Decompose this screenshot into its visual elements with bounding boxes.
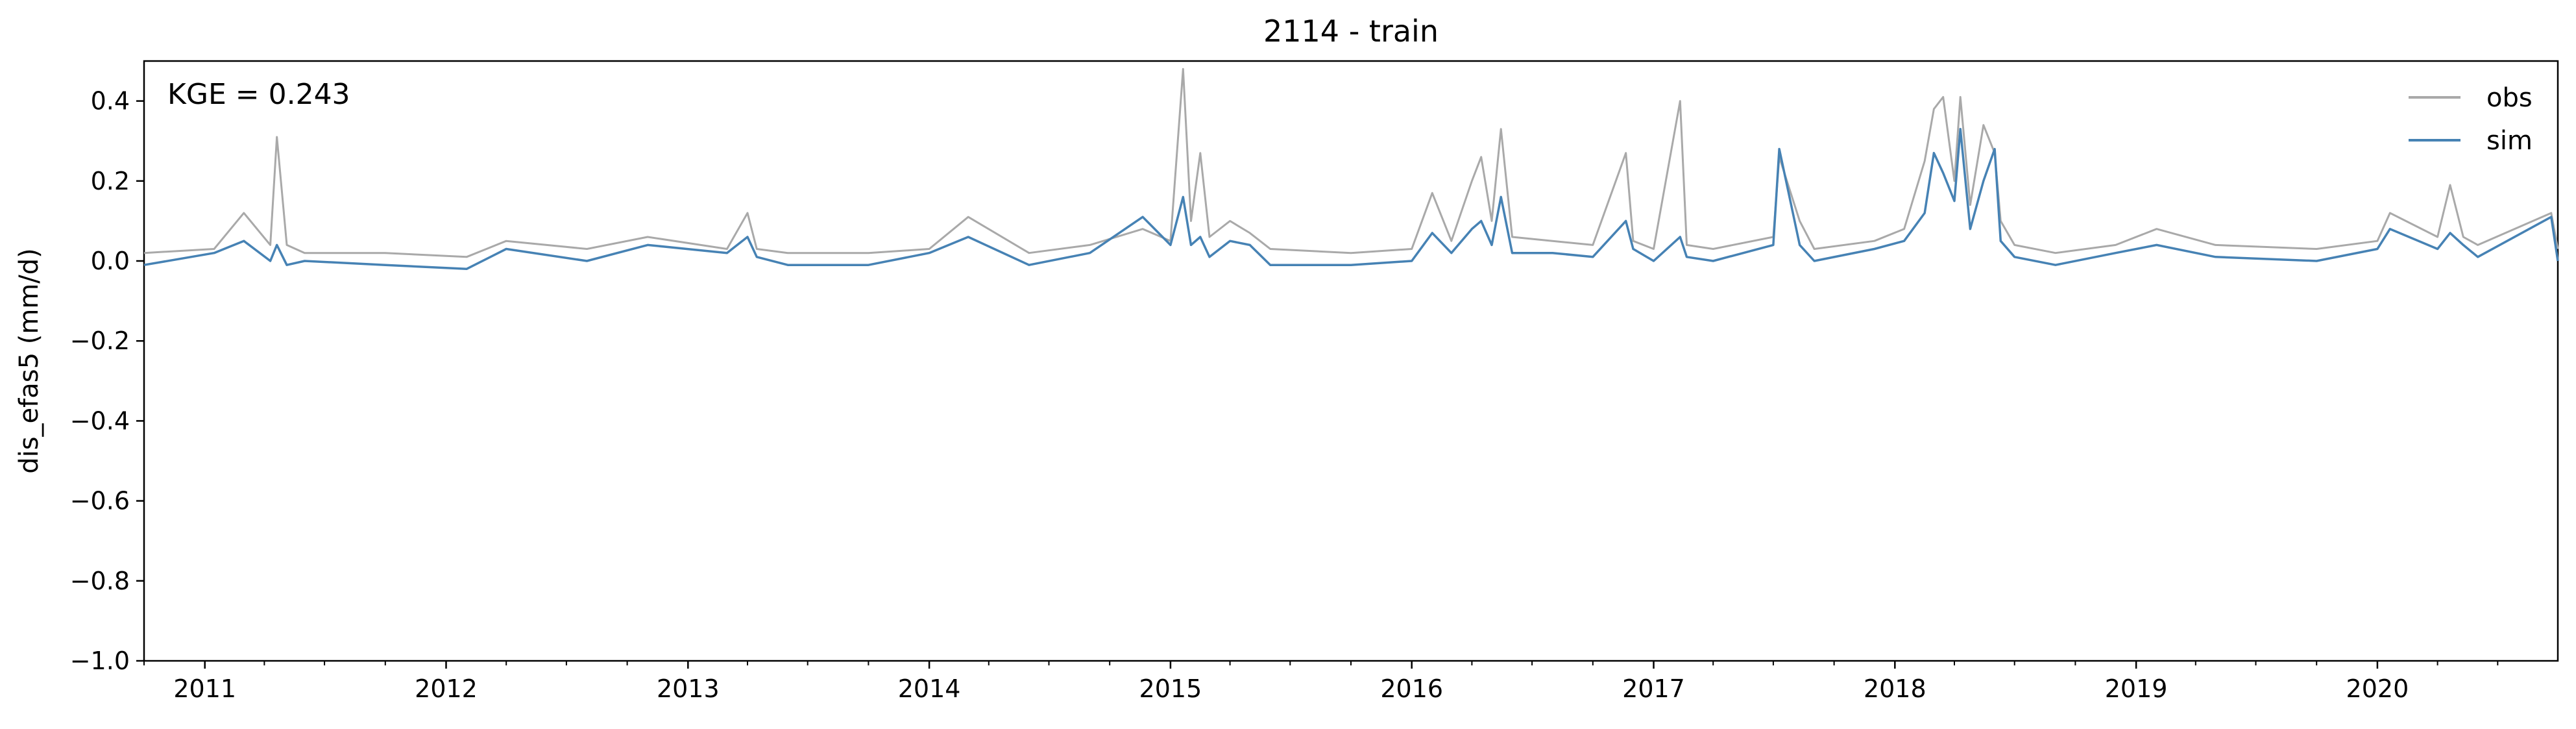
kge-annotation: KGE = 0.243 [167, 78, 350, 111]
y-tick-label: −0.8 [70, 567, 130, 595]
y-axis: −1.0 −0.8 −0.6 −0.4 −0.2 0.0 0.2 0.4 [70, 87, 144, 675]
x-tick-label: 2020 [2346, 674, 2409, 703]
legend-label-sim: sim [2486, 126, 2533, 156]
y-tick-label: −0.4 [70, 406, 130, 435]
series-layer [143, 68, 2559, 271]
chart-title: 2114 - train [1263, 14, 1439, 49]
x-tick-label: 2018 [1864, 674, 1926, 703]
x-axis: 2011 2012 2013 2014 2015 2016 2017 2018 2019 2020 [143, 661, 2499, 703]
y-axis-label: dis_efas5 (mm/d) [14, 248, 44, 474]
series-line-sim [143, 127, 2559, 271]
legend-label-obs: obs [2486, 83, 2533, 113]
series-line-obs [143, 68, 2559, 258]
y-tick-label: −1.0 [70, 647, 130, 675]
x-tick-label: 2015 [1139, 674, 1202, 703]
x-tick-label: 2014 [898, 674, 961, 703]
plot-area [143, 60, 2559, 662]
x-tick-label: 2012 [415, 674, 478, 703]
legend: obs sim [2409, 83, 2533, 156]
x-tick-label: 2016 [1380, 674, 1443, 703]
y-tick-label: −0.6 [70, 487, 130, 515]
y-tick-label: −0.2 [70, 327, 130, 355]
y-tick-label: 0.0 [91, 247, 130, 275]
plot-frame [143, 60, 2559, 662]
y-tick-label: 0.4 [91, 87, 130, 116]
x-tick-label: 2013 [657, 674, 720, 703]
y-tick-label: 0.2 [91, 167, 130, 195]
x-tick-label: 2019 [2105, 674, 2168, 703]
x-tick-label: 2011 [173, 674, 236, 703]
x-tick-label: 2017 [1622, 674, 1685, 703]
